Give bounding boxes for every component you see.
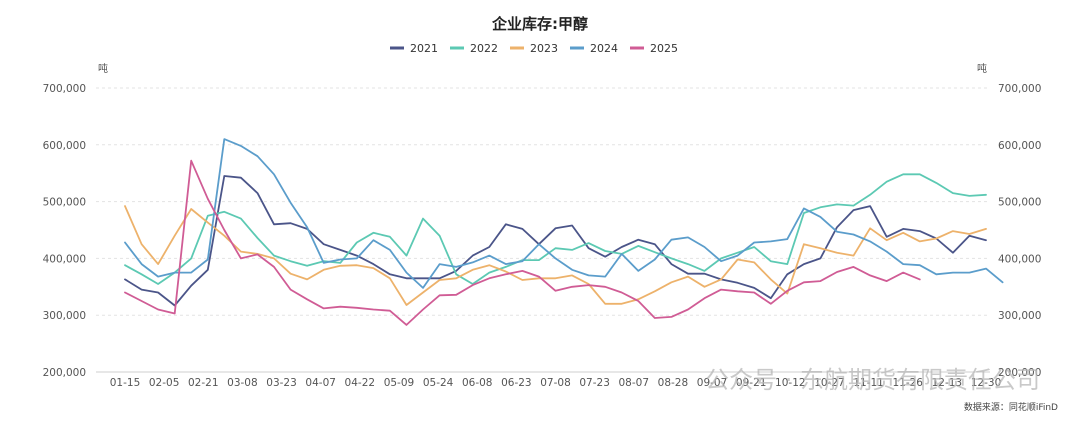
y-tick-label: 400,000 (43, 253, 86, 265)
series-line-2022 (124, 173, 987, 285)
chart-legend: 2021 2022 2023 2024 2025 (390, 42, 678, 55)
x-tick-label: 07-08 (540, 377, 571, 389)
x-tick-label: 01-15 (110, 377, 141, 389)
y-tick-label: 300,000 (43, 310, 86, 322)
left-axis-unit: 吨 (98, 62, 108, 75)
x-tick-label: 12-30 (971, 377, 1002, 389)
x-tick-label: 12-13 (932, 377, 963, 389)
x-tick-label: 03-23 (266, 377, 297, 389)
legend-label-2021: 2021 (410, 42, 438, 55)
y-axis-left: 200,000 300,000 400,000 500,000 600,000 700,0… (43, 83, 86, 379)
x-tick-label: 02-05 (149, 377, 180, 389)
x-tick-label: 09-07 (697, 377, 728, 389)
x-tick-label: 04-22 (345, 377, 376, 389)
x-tick-label: 08-07 (619, 377, 650, 389)
x-tick-label: 05-24 (423, 377, 454, 389)
chart-title: 企业库存:甲醇 (491, 15, 588, 33)
x-tick-label: 10-27 (814, 377, 845, 389)
y-axis-right: 200,000 300,000 400,000 500,000 600,000 700,0… (998, 83, 1041, 379)
legend-label-2023: 2023 (530, 42, 558, 55)
series-line-2023 (124, 205, 987, 306)
x-tick-label: 10-12 (775, 377, 806, 389)
y-tick-label: 500,000 (43, 197, 86, 209)
y-tick-label-right: 400,000 (998, 253, 1041, 265)
x-tick-label: 06-08 (462, 377, 493, 389)
y-tick-label-right: 600,000 (998, 140, 1041, 152)
x-axis: 01-15 02-05 02-21 03-08 03-23 04-07 04-22 05-09… (110, 377, 1002, 389)
data-source: 数据来源：同花顺iFinD (964, 401, 1058, 413)
right-axis-unit: 吨 (977, 62, 987, 75)
series-line-2024 (124, 138, 1004, 289)
y-tick-label-right: 300,000 (998, 310, 1041, 322)
y-tick-label: 700,000 (43, 83, 86, 95)
x-tick-label: 02-21 (188, 377, 219, 389)
grid-lines (96, 87, 990, 373)
x-tick-label: 05-09 (384, 377, 415, 389)
x-tick-label: 03-08 (227, 377, 258, 389)
series-lines (124, 138, 1004, 326)
x-tick-label: 06-23 (501, 377, 532, 389)
y-tick-label: 600,000 (43, 140, 86, 152)
x-tick-label: 11-11 (853, 377, 884, 389)
legend-label-2022: 2022 (470, 42, 498, 55)
x-tick-label: 09-21 (736, 377, 767, 389)
legend-label-2025: 2025 (650, 42, 678, 55)
series-line-2021 (124, 175, 987, 307)
x-tick-label: 08-28 (658, 377, 689, 389)
x-tick-label: 11-26 (892, 377, 923, 389)
y-tick-label-right: 200,000 (998, 367, 1041, 379)
x-tick-label: 04-07 (305, 377, 336, 389)
series-line-2025 (124, 159, 921, 326)
y-tick-label: 200,000 (43, 367, 86, 379)
y-tick-label-right: 700,000 (998, 83, 1041, 95)
y-tick-label-right: 500,000 (998, 197, 1041, 209)
legend-label-2024: 2024 (590, 42, 618, 55)
x-tick-label: 07-23 (579, 377, 610, 389)
watermark-text: 公众号 · 东航期货有限责任公司 (705, 366, 1040, 394)
